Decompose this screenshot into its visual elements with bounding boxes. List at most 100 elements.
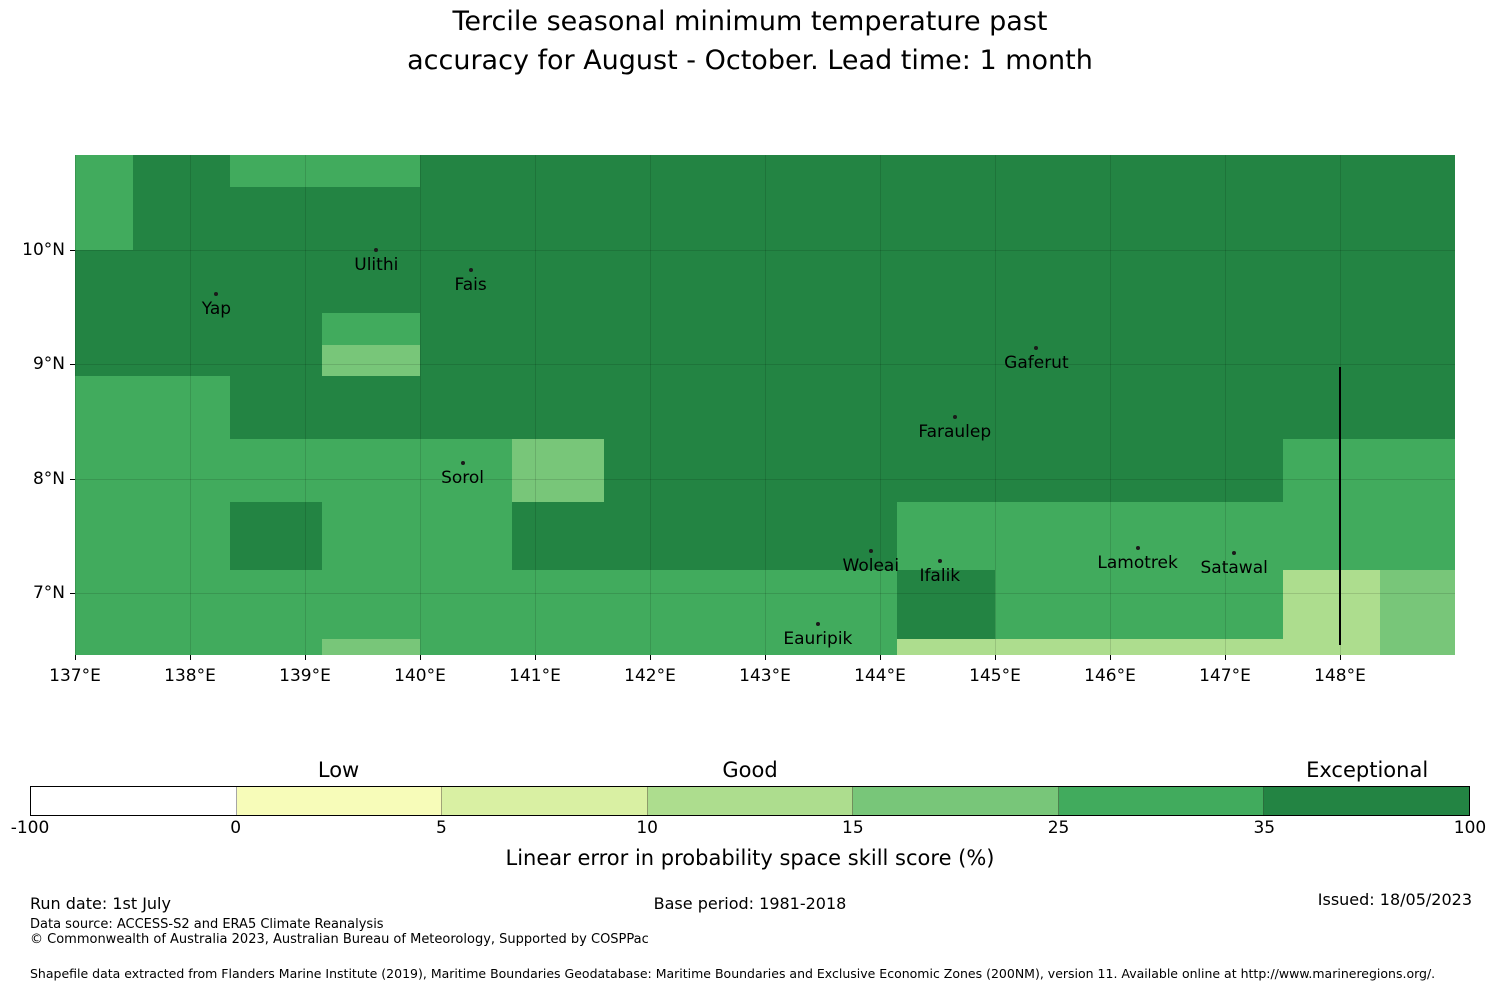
y-axis-tick-label: 10°N bbox=[22, 239, 65, 260]
x-axis-tick-label: 146°E bbox=[1084, 666, 1136, 686]
place-marker-icon bbox=[460, 460, 465, 465]
map-cell bbox=[1282, 570, 1381, 655]
y-axis-tick bbox=[70, 593, 75, 595]
map-gridline bbox=[535, 155, 536, 655]
map-cell bbox=[604, 438, 1283, 502]
page-title-line2: accuracy for August - October. Lead time… bbox=[407, 45, 1093, 76]
place-marker-icon bbox=[1135, 546, 1140, 551]
map-cell bbox=[1380, 570, 1455, 655]
y-axis-tick-label: 9°N bbox=[32, 354, 65, 375]
place-marker-icon bbox=[952, 414, 957, 419]
map-cell bbox=[230, 375, 1455, 439]
map-cell bbox=[512, 438, 604, 502]
place-label: Eauripik bbox=[783, 628, 853, 649]
y-axis-tick bbox=[70, 249, 75, 251]
x-axis-tick bbox=[75, 655, 76, 660]
map-cell bbox=[512, 501, 898, 571]
footer-shapefile-note: Shapefile data extracted from Flanders M… bbox=[30, 966, 1436, 981]
map-cell bbox=[322, 344, 420, 376]
map-gridline bbox=[75, 593, 1455, 595]
map-cell bbox=[75, 312, 323, 376]
colorbar-tick-label: 5 bbox=[436, 818, 447, 838]
x-axis-tick bbox=[650, 655, 651, 660]
x-axis-tick bbox=[765, 655, 766, 660]
colorbar-tick-label: 35 bbox=[1253, 818, 1276, 838]
map-cell bbox=[420, 155, 1455, 188]
map-cell bbox=[897, 638, 1283, 655]
x-axis-tick bbox=[420, 655, 421, 660]
x-axis-tick bbox=[1110, 655, 1111, 660]
colorbar-category-label: Low bbox=[317, 758, 360, 782]
colorbar-segment bbox=[1264, 787, 1470, 815]
map-gridline bbox=[75, 478, 1455, 480]
map-gridline bbox=[75, 155, 76, 655]
x-axis-tick-label: 145°E bbox=[969, 666, 1021, 686]
x-axis-tick-label: 138°E bbox=[164, 666, 216, 686]
footer-issued: Issued: 18/05/2023 bbox=[1317, 890, 1472, 909]
colorbar-tick-label: 100 bbox=[1453, 818, 1487, 838]
x-axis-tick-label: 140°E bbox=[394, 666, 446, 686]
map-gridline bbox=[75, 249, 1455, 251]
place-marker-icon bbox=[815, 621, 820, 626]
colorbar-segment bbox=[236, 787, 443, 815]
place-label: Gaferut bbox=[1004, 353, 1069, 374]
map-gridline bbox=[420, 155, 421, 655]
colorbar-axis-label: Linear error in probability space skill … bbox=[505, 846, 995, 870]
colorbar-segment bbox=[442, 787, 648, 815]
colorbar-segment bbox=[31, 787, 237, 815]
page-title-line1: Tercile seasonal minimum temperature pas… bbox=[452, 6, 1048, 37]
map-gridline bbox=[1110, 155, 1111, 655]
place-label: Sorol bbox=[441, 467, 485, 488]
colorbar-tick-label: 25 bbox=[1047, 818, 1070, 838]
x-axis-tick-label: 139°E bbox=[279, 666, 331, 686]
place-marker-icon bbox=[868, 548, 873, 553]
map-gridline bbox=[880, 155, 881, 655]
place-marker-icon bbox=[214, 292, 219, 297]
map-cell bbox=[230, 501, 323, 571]
x-axis-tick bbox=[880, 655, 881, 660]
y-axis-tick-label: 8°N bbox=[32, 468, 65, 489]
map-cell bbox=[132, 155, 231, 188]
place-marker-icon bbox=[1232, 551, 1237, 556]
map-cell bbox=[75, 249, 1455, 313]
y-axis-tick-label: 7°N bbox=[32, 583, 65, 604]
x-axis-tick-label: 147°E bbox=[1199, 666, 1251, 686]
colorbar-category-label: Exceptional bbox=[1306, 758, 1429, 782]
page-title: Tercile seasonal minimum temperature pas… bbox=[0, 2, 1500, 80]
place-label: Satawal bbox=[1200, 558, 1268, 579]
map-gridline bbox=[995, 155, 996, 655]
place-label: Fais bbox=[454, 275, 487, 296]
x-axis-tick bbox=[995, 655, 996, 660]
footer-data-source: Data source: ACCESS-S2 and ERA5 Climate … bbox=[30, 917, 384, 932]
map-gridline bbox=[75, 364, 1455, 366]
x-axis-tick bbox=[1340, 655, 1341, 660]
map-cell bbox=[132, 187, 1455, 250]
place-label: Yap bbox=[201, 299, 232, 320]
x-axis-tick bbox=[535, 655, 536, 660]
y-axis-tick bbox=[70, 364, 75, 366]
x-axis-tick-label: 137°E bbox=[49, 666, 101, 686]
place-marker-icon bbox=[1034, 346, 1039, 351]
place-label: Ifalik bbox=[919, 566, 961, 587]
colorbar-tick-label: 0 bbox=[230, 818, 242, 838]
x-axis-tick-label: 141°E bbox=[509, 666, 561, 686]
x-axis-tick bbox=[305, 655, 306, 660]
place-label: Lamotrek bbox=[1097, 553, 1178, 574]
place-label: Woleai bbox=[842, 555, 900, 576]
colorbar-segment bbox=[1058, 787, 1265, 815]
colorbar-segment bbox=[647, 787, 854, 815]
place-label: Faraulep bbox=[918, 421, 992, 442]
x-axis-tick-label: 142°E bbox=[624, 666, 676, 686]
colorbar-tick-label: 10 bbox=[636, 818, 658, 838]
map-gridline bbox=[1225, 155, 1226, 655]
x-axis-tick-label: 144°E bbox=[854, 666, 906, 686]
footer-base-period: Base period: 1981-2018 bbox=[653, 894, 847, 913]
x-axis-tick bbox=[190, 655, 191, 660]
map-canvas: Ulithi Fais Yap Gaferut Faraulep Sorol Woleai I… bbox=[75, 155, 1455, 655]
eez-boundary-line bbox=[1339, 366, 1341, 645]
map-gridline bbox=[305, 155, 306, 655]
x-axis-tick bbox=[1225, 655, 1226, 660]
map-cell bbox=[322, 638, 420, 655]
y-axis-tick bbox=[70, 478, 75, 480]
colorbar-tick-label: 15 bbox=[842, 818, 864, 838]
